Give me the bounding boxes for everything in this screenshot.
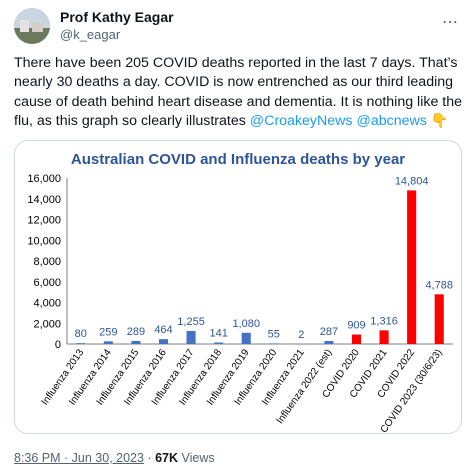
data-label: 287 xyxy=(320,326,338,338)
bar xyxy=(76,343,86,344)
mention-croakeynews[interactable]: @CroakeyNews xyxy=(249,113,353,130)
footer-separator: · xyxy=(147,451,152,465)
bar xyxy=(241,332,251,344)
bar xyxy=(158,339,169,344)
display-name[interactable]: Prof Kathy Eagar xyxy=(60,9,174,25)
data-label: 55 xyxy=(268,328,280,340)
bar xyxy=(103,341,113,344)
data-label: 80 xyxy=(75,328,87,340)
y-tick-label: 8,000 xyxy=(33,256,61,268)
bar xyxy=(269,343,279,344)
pointing-down-emoji-icon: 👇 xyxy=(430,113,449,130)
chart-title: Australian COVID and Influenza deaths by… xyxy=(71,151,405,168)
data-label: 14,804 xyxy=(395,175,429,187)
tweet-text-line: cause of death behind heart disease and … xyxy=(14,93,463,110)
bar xyxy=(324,341,334,344)
bar xyxy=(379,330,389,344)
data-label: 909 xyxy=(347,320,365,332)
tweet-text-line: nearly 30 deaths a day. COVID is now ent… xyxy=(14,74,454,91)
data-label: 1,316 xyxy=(370,315,398,327)
y-tick-label: 16,000 xyxy=(27,173,61,185)
tweet-text: There have been 205 COVID deaths reporte… xyxy=(14,54,462,132)
data-label: 259 xyxy=(99,326,117,338)
bar xyxy=(434,294,444,344)
chart-image[interactable]: Australian COVID and Influenza deaths by… xyxy=(14,140,462,434)
mention-abcnews[interactable]: @abcnews xyxy=(356,113,427,130)
views-label: Views xyxy=(181,451,215,465)
tweet-text-last-line: flu, as this graph so clearly illustrate… xyxy=(14,112,462,131)
y-tick-label: 2,000 xyxy=(33,318,61,330)
bar xyxy=(214,342,224,344)
y-tick-label: 6,000 xyxy=(33,277,61,289)
y-tick-label: 4,000 xyxy=(33,298,61,310)
timestamp-link[interactable]: 8:36 PM · Jun 30, 2023 xyxy=(14,451,144,465)
data-label: 2 xyxy=(298,329,304,341)
data-label: 141 xyxy=(209,328,227,340)
tweet-text-line: flu, as this graph so clearly illustrate… xyxy=(14,113,246,130)
bar xyxy=(351,334,362,344)
bar-chart: Australian COVID and Influenza deaths by… xyxy=(27,151,453,433)
bar xyxy=(131,341,141,344)
data-label: 1,080 xyxy=(232,318,260,330)
ellipsis-icon[interactable]: ⋯ xyxy=(442,14,459,31)
bar xyxy=(186,330,196,344)
author-names: Prof Kathy Eagar @k_eagar xyxy=(60,9,174,43)
y-tick-label: 10,000 xyxy=(27,235,61,247)
views-count: 67K xyxy=(155,451,179,465)
handle[interactable]: @k_eagar xyxy=(60,27,121,42)
data-label: 289 xyxy=(127,326,145,338)
tweet-text-line: There have been 205 COVID deaths reporte… xyxy=(14,55,458,71)
bar xyxy=(296,343,306,345)
tweet-footer: 8:36 PM · Jun 30, 2023 · 67K Views xyxy=(14,451,215,465)
tweet-header: Prof Kathy Eagar @k_eagar xyxy=(14,6,174,46)
y-tick-label: 0 xyxy=(55,339,61,351)
bar xyxy=(407,190,417,344)
data-label: 4,788 xyxy=(425,279,453,291)
y-tick-label: 12,000 xyxy=(27,215,61,227)
avatar[interactable] xyxy=(14,8,50,44)
data-label: 1,255 xyxy=(177,316,205,328)
y-tick-label: 14,000 xyxy=(27,194,61,206)
data-label: 464 xyxy=(154,324,172,336)
